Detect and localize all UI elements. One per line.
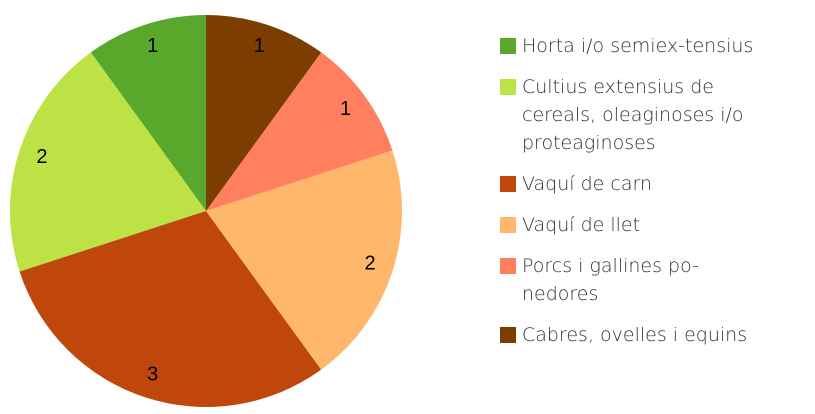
legend-label: Vaquí de llet — [522, 214, 641, 236]
legend-item: Vaquí de llet — [500, 211, 810, 239]
legend-item: Cultius extensius de cereals, oleaginose… — [500, 73, 810, 157]
data-label: 2 — [36, 146, 47, 168]
legend-item: Vaquí de carn — [500, 170, 810, 198]
data-label: 1 — [147, 35, 158, 57]
chart: 1 2 3 2 1 1 — [10, 15, 402, 407]
legend-item: Horta i/o semiex-tensius — [500, 32, 810, 60]
legend-swatch — [500, 176, 516, 192]
legend-swatch — [500, 79, 516, 95]
legend-label: Porcs i gallines po-nedores — [522, 255, 699, 305]
legend-swatch — [500, 327, 516, 343]
pie-slice — [206, 52, 393, 211]
legend-swatch — [500, 38, 516, 54]
data-label: 3 — [147, 363, 158, 385]
legend: Horta i/o semiex-tensius Cultius extensiu… — [500, 32, 810, 349]
legend-item: Cabres, ovelles i equins — [500, 321, 810, 349]
legend-swatch — [500, 217, 516, 233]
pie-slice — [19, 211, 322, 407]
data-label: 2 — [364, 253, 375, 275]
legend-label: Cultius extensius de cereals, oleaginose… — [522, 76, 744, 154]
data-label: 1 — [340, 98, 351, 120]
pie-slice — [206, 15, 322, 211]
pie-slice — [10, 52, 207, 272]
legend-item: Porcs i gallines po-nedores — [500, 252, 810, 308]
legend-swatch — [500, 258, 516, 274]
legend-label: Cabres, ovelles i equins — [522, 324, 748, 346]
legend-label: Horta i/o semiex-tensius — [522, 35, 754, 57]
data-label: 1 — [254, 35, 265, 57]
pie-slice — [206, 150, 402, 370]
legend-label: Vaquí de carn — [522, 173, 652, 195]
pie-slice — [90, 15, 206, 211]
